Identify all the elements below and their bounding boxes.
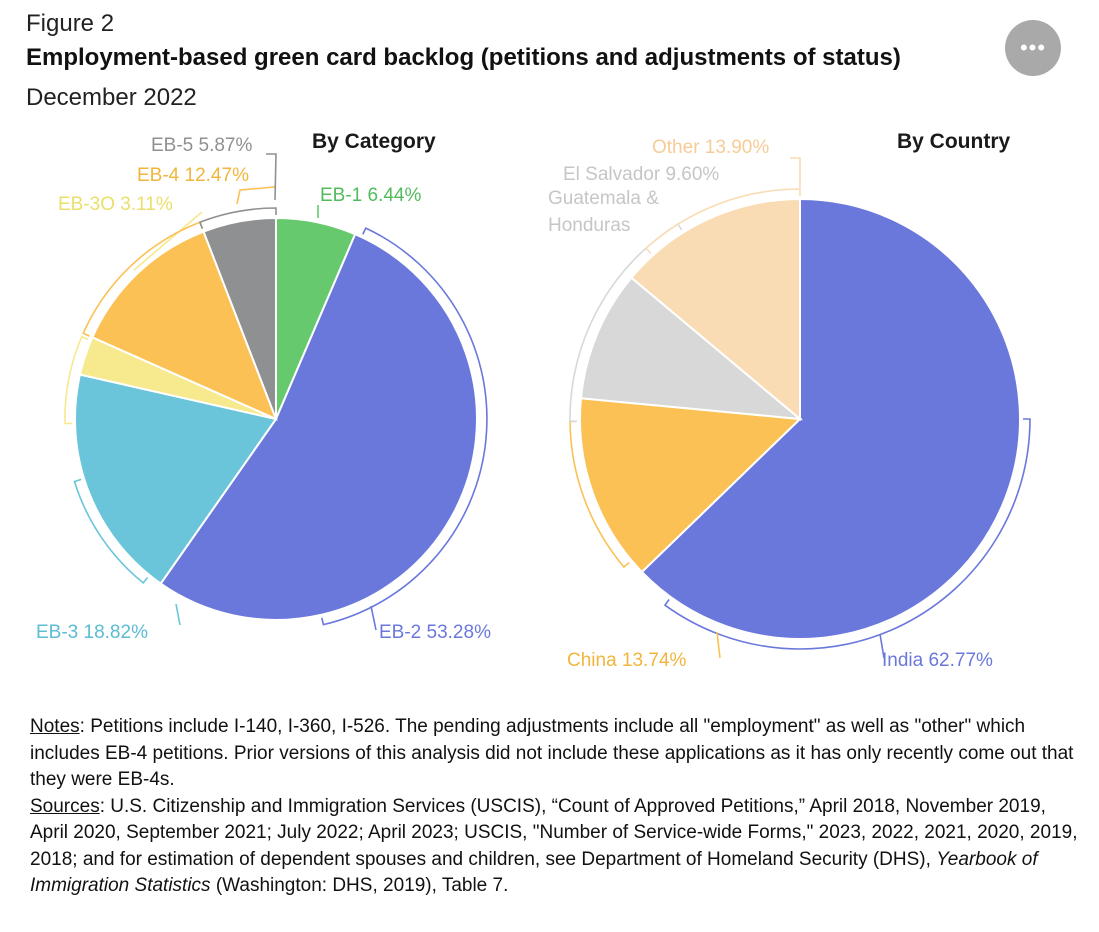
notes-block: Notes: Petitions include I-140, I-360, I… (30, 714, 1080, 900)
figure-label: Figure 2 (26, 10, 115, 37)
more-options-button[interactable]: ••• (1005, 20, 1061, 76)
pie-slice-eb-3 (73, 373, 278, 586)
charts-canvas: By Category By Country EB-5 5.87% EB-4 1… (36, 130, 1031, 671)
sources-paragraph: Sources: U.S. Citizenship and Immigratio… (30, 794, 1080, 900)
slice-label-eb3o: EB-3O 3.11% (58, 194, 173, 215)
sources-text: : U.S. Citizenship and Immigration Servi… (30, 795, 1078, 870)
notes-label: Notes (30, 716, 80, 737)
chart-subtitle: December 2022 (26, 84, 197, 111)
slice-label-china: China 13.74% (567, 650, 686, 671)
slice-label-eb4: EB-4 12.47% (137, 165, 249, 186)
pie-slice-china (579, 397, 803, 574)
pie-slice-eb-5 (202, 216, 277, 420)
notes-text: : Petitions include I-140, I-360, I-526.… (30, 716, 1074, 790)
pie-title-by-category: By Category (312, 130, 436, 153)
label-leaders (64, 153, 1031, 659)
leader-other (644, 188, 801, 254)
leader-eb5-tail (266, 153, 277, 201)
pie-by-category (73, 216, 478, 621)
pie-slice-india (640, 197, 1021, 640)
leader-india-tail (879, 633, 885, 659)
slice-label-central-america-3: Honduras (548, 215, 630, 236)
slice-label-other: Other 13.90% (652, 137, 769, 158)
slice-label-eb2: EB-2 53.28% (379, 622, 491, 643)
slice-label-central-america-2: Guatemala & (548, 188, 659, 209)
leader-other-tail (790, 157, 801, 188)
sources-italic-title: Yearbook of Immigration Statistics (30, 848, 1038, 897)
pie-by-country (579, 197, 1021, 640)
leader-eb3o-tail (133, 211, 203, 271)
sources-label: Sources (30, 795, 100, 817)
chart-title: Employment-based green card backlog (pet… (26, 44, 901, 71)
leader-china-tail (716, 631, 721, 659)
leader-eb5 (198, 207, 277, 229)
leader-eb4 (82, 221, 204, 337)
leader-eb3-tail (175, 603, 181, 626)
leader-eb2-tail (370, 605, 377, 631)
pie-slice-other (629, 197, 801, 422)
leader-eb3 (73, 478, 149, 585)
leader-india (663, 418, 1031, 650)
pie-slice-eb-4 (91, 230, 278, 421)
slice-label-central-america-1: El Salvador 9.60% (563, 164, 719, 185)
slice-label-eb1: EB-1 6.44% (320, 185, 421, 206)
leader-eb4-tail (236, 186, 275, 205)
slice-label-eb5: EB-5 5.87% (151, 135, 252, 156)
leader-eb3o (64, 335, 89, 425)
slice-label-india: India 62.77% (882, 650, 993, 671)
sources-end: (Washington: DHS, 2019), Table 7. (210, 875, 509, 896)
pie-slice-eb-2 (159, 232, 478, 621)
leader-china (569, 420, 630, 569)
pie-slice-el-salvador-guatemala-honduras (579, 276, 804, 421)
pie-title-by-country: By Country (897, 130, 1010, 153)
slice-label-eb3: EB-3 18.82% (36, 622, 148, 643)
notes-paragraph: Notes: Petitions include I-140, I-360, I… (30, 714, 1080, 794)
leader-eb2 (321, 227, 488, 626)
